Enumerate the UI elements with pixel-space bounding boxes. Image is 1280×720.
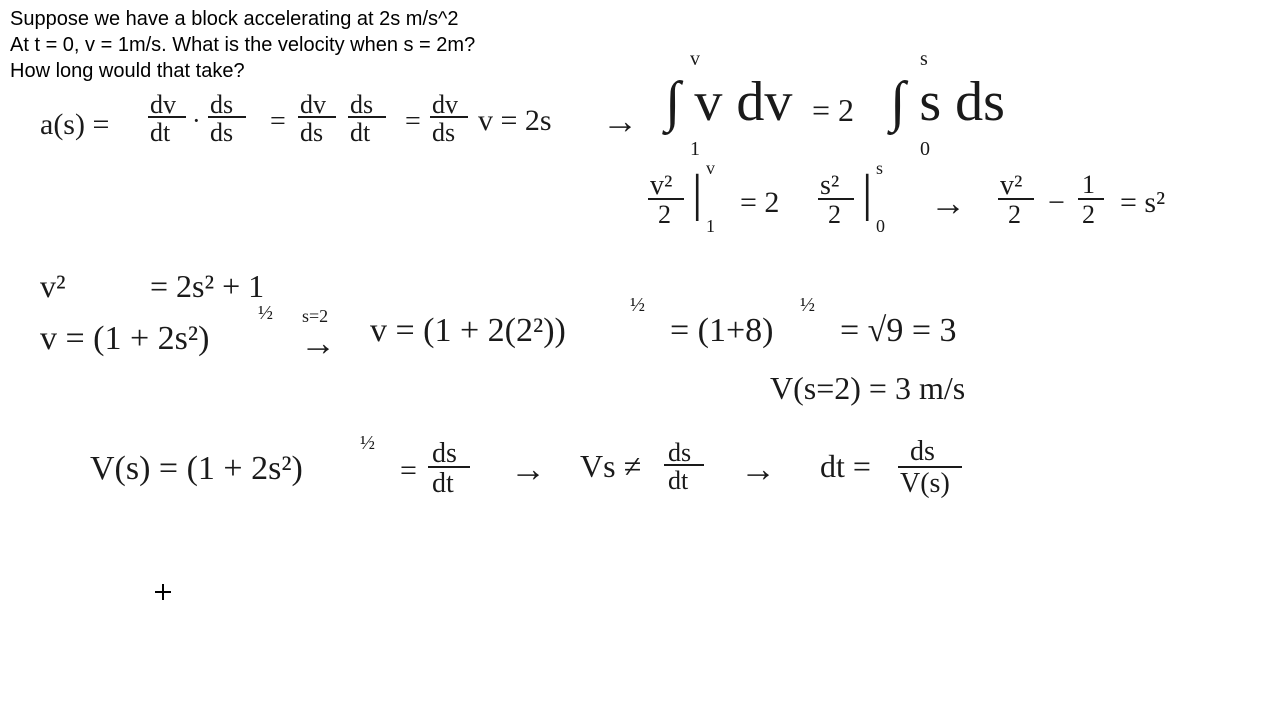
hw-dt-1: dt — [150, 118, 170, 148]
hw-arrow-3: → — [300, 322, 336, 364]
hw-eval-v: v — [706, 158, 715, 179]
hw-eq-eval: = 2 — [740, 186, 779, 220]
hw-eval-0: 0 — [876, 216, 885, 237]
problem-line-2: At t = 0, v = 1m/s. What is the velocity… — [10, 32, 475, 59]
hw-evalbar-1: | — [692, 164, 702, 223]
hw-vs-den: V(s) — [900, 468, 950, 500]
hw-2-den: 2 — [658, 200, 671, 230]
hw-vs2-3ms: V(s=2) = 3 m/s — [770, 370, 965, 407]
hw-int2-lower: 0 — [920, 138, 930, 161]
hw-v-eq-root: v = (1 + 2s²) — [40, 320, 209, 358]
hw-int2-upper: s — [920, 48, 928, 71]
hw-2-den-2: 2 — [828, 200, 841, 230]
hw-exp-half-4: ½ — [360, 432, 375, 455]
hw-eq-2: = — [405, 106, 421, 138]
hw-1-num: 1 — [1082, 170, 1095, 200]
hw-a-of-s: a(s) = — [40, 108, 109, 142]
hw-ds-2: ds — [210, 118, 233, 148]
hw-arrow-4: → — [510, 448, 546, 490]
hw-dt-2: dt — [350, 118, 370, 148]
hw-ds-5: ds — [432, 118, 455, 148]
hw-vs-eq: V(s) = (1 + 2s²) — [90, 450, 303, 488]
cursor-icon — [155, 584, 171, 600]
problem-line-3: How long would that take? — [10, 58, 245, 85]
hw-eq-1: = — [270, 106, 286, 138]
hw-2-den-4: 2 — [1082, 200, 1095, 230]
hw-dt-eq: dt = — [820, 448, 871, 485]
hw-arrow-2: → — [930, 182, 966, 224]
hw-arrow-5: → — [740, 448, 776, 490]
hw-ds-3: ds — [300, 118, 323, 148]
hw-eval-1: 1 — [706, 216, 715, 237]
hw-vs-neq: Vs ≠ — [580, 448, 641, 485]
problem-line-1: Suppose we have a block accelerating at … — [10, 6, 459, 33]
hw-eval-s: s — [876, 158, 883, 179]
hw-eq-3: = — [400, 454, 417, 488]
hw-exp-half-1: ½ — [258, 302, 273, 325]
hw-dot: · — [192, 106, 201, 136]
hw-v-subst: v = (1 + 2(2²)) — [370, 312, 566, 350]
hw-dt-den-2: dt — [668, 466, 688, 496]
hw-eq-s2: = s² — [1120, 186, 1165, 220]
hw-int1: ∫ v dv — [665, 70, 792, 134]
hw-exp-half-2: ½ — [630, 294, 645, 317]
hw-arrow-1: → — [602, 100, 638, 142]
hw-exp-half-3: ½ — [800, 294, 815, 317]
hw-int-eq: = 2 — [812, 92, 854, 129]
hw-v2: v² — [40, 268, 66, 305]
hw-int1-lower: 1 — [690, 138, 700, 161]
hw-dt-den: dt — [432, 468, 454, 500]
hw-2-den-3: 2 — [1008, 200, 1021, 230]
hw-ds-num-3: ds — [910, 436, 935, 468]
hw-arrow3-label: s=2 — [302, 306, 328, 327]
hw-2s2-plus1: = 2s² + 1 — [150, 268, 264, 305]
hw-evalbar-2: | — [862, 164, 872, 223]
hw-1plus8: = (1+8) — [670, 312, 774, 350]
hw-int2: ∫ s ds — [890, 70, 1005, 134]
hw-v-eq-2s: v = 2s — [478, 104, 552, 138]
hw-sqrt9: = √9 = 3 — [840, 312, 957, 350]
hw-int1-upper: v — [690, 48, 700, 71]
hw-minus: − — [1048, 186, 1065, 220]
